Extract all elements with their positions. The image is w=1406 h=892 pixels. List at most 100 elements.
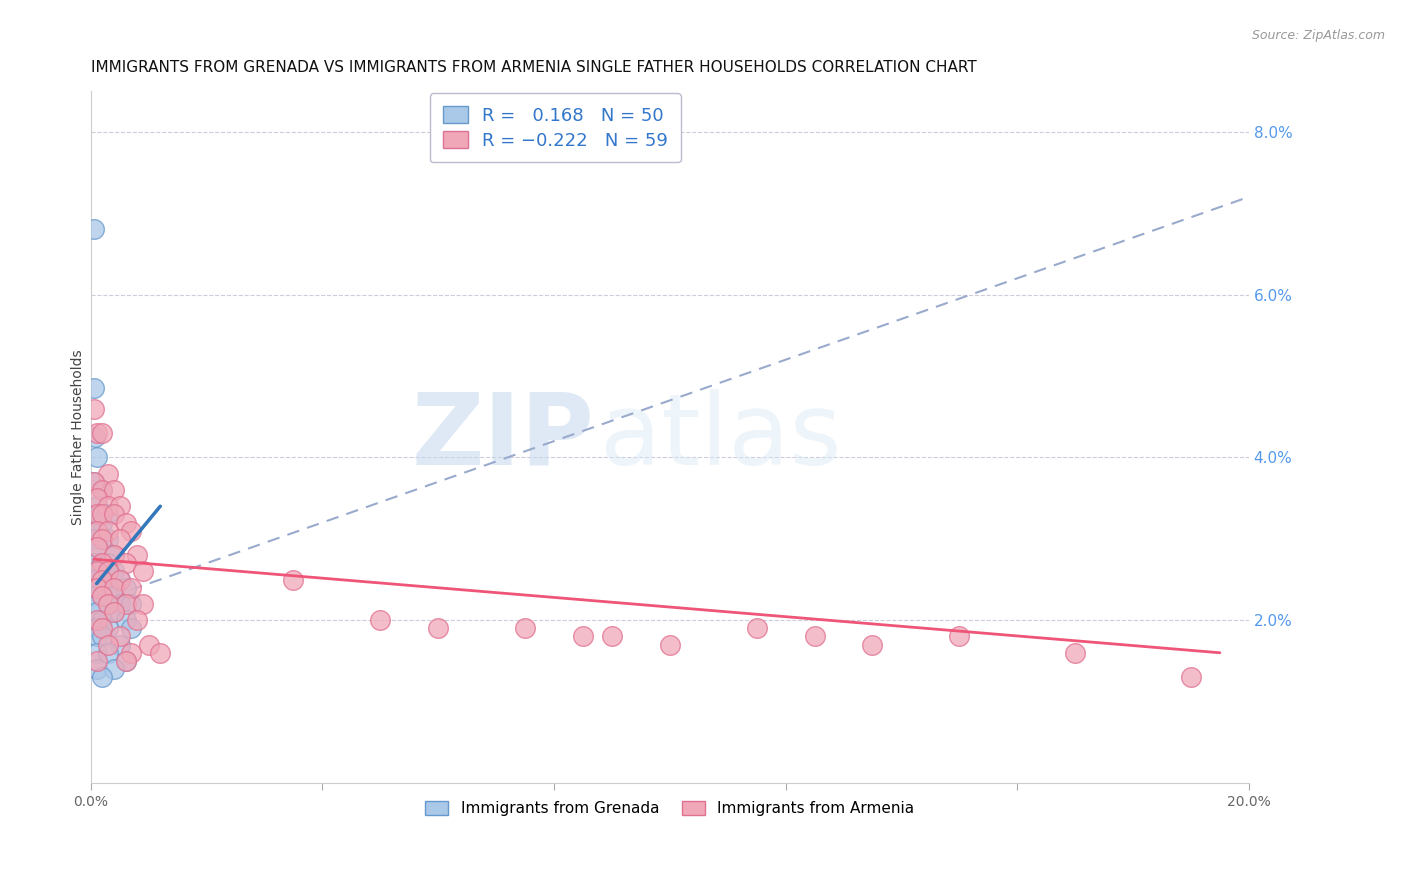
Point <box>513 621 536 635</box>
Point <box>86 450 108 465</box>
Point <box>108 573 131 587</box>
Point <box>91 573 114 587</box>
Point <box>97 500 120 514</box>
Point <box>91 613 114 627</box>
Point <box>120 621 142 635</box>
Point <box>83 222 105 236</box>
Point <box>86 662 108 676</box>
Point <box>83 475 105 489</box>
Point <box>97 565 120 579</box>
Point <box>103 662 125 676</box>
Point <box>103 581 125 595</box>
Point <box>86 491 108 505</box>
Point <box>103 548 125 562</box>
Point <box>91 483 114 497</box>
Point <box>138 638 160 652</box>
Point <box>91 630 114 644</box>
Point <box>103 565 125 579</box>
Text: ZIP: ZIP <box>412 389 595 485</box>
Point <box>114 581 136 595</box>
Point <box>91 589 114 603</box>
Point <box>132 565 155 579</box>
Y-axis label: Single Father Households: Single Father Households <box>72 350 86 524</box>
Point <box>745 621 768 635</box>
Point <box>91 556 114 570</box>
Point <box>108 630 131 644</box>
Point <box>83 475 105 489</box>
Point <box>86 508 108 522</box>
Point <box>120 581 142 595</box>
Point <box>600 630 623 644</box>
Point <box>114 654 136 668</box>
Point <box>114 654 136 668</box>
Point <box>86 654 108 668</box>
Point <box>103 605 125 619</box>
Point <box>84 430 107 444</box>
Point <box>86 500 108 514</box>
Point <box>86 621 108 635</box>
Point <box>86 565 108 579</box>
Text: atlas: atlas <box>600 389 842 485</box>
Point <box>91 556 114 570</box>
Point <box>91 670 114 684</box>
Point <box>97 556 120 570</box>
Point <box>86 605 108 619</box>
Legend: Immigrants from Grenada, Immigrants from Armenia: Immigrants from Grenada, Immigrants from… <box>418 794 922 824</box>
Point <box>120 646 142 660</box>
Point <box>83 532 105 546</box>
Point <box>97 621 120 635</box>
Point <box>83 556 105 570</box>
Point <box>83 589 105 603</box>
Point <box>86 597 108 611</box>
Point <box>120 597 142 611</box>
Point <box>91 573 114 587</box>
Point <box>572 630 595 644</box>
Point <box>91 483 114 497</box>
Point <box>89 508 111 522</box>
Point <box>114 613 136 627</box>
Point <box>1064 646 1087 660</box>
Point <box>114 516 136 530</box>
Point <box>862 638 884 652</box>
Point <box>427 621 450 635</box>
Point <box>1180 670 1202 684</box>
Point <box>108 597 131 611</box>
Point <box>86 630 108 644</box>
Point <box>368 613 391 627</box>
Point <box>97 646 120 660</box>
Point <box>97 638 120 652</box>
Point <box>103 589 125 603</box>
Point <box>97 581 120 595</box>
Point <box>127 548 149 562</box>
Point <box>86 613 108 627</box>
Point <box>86 646 108 660</box>
Point <box>86 524 108 538</box>
Point <box>91 508 114 522</box>
Point <box>86 540 108 554</box>
Point <box>83 381 105 395</box>
Point <box>97 524 120 538</box>
Point <box>108 638 131 652</box>
Point <box>97 532 120 546</box>
Point <box>83 401 105 416</box>
Text: Source: ZipAtlas.com: Source: ZipAtlas.com <box>1251 29 1385 42</box>
Point <box>97 597 120 611</box>
Point <box>91 425 114 440</box>
Point <box>97 467 120 481</box>
Point <box>948 630 970 644</box>
Point <box>149 646 172 660</box>
Point <box>114 556 136 570</box>
Point <box>86 581 108 595</box>
Text: IMMIGRANTS FROM GRENADA VS IMMIGRANTS FROM ARMENIA SINGLE FATHER HOUSEHOLDS CORR: IMMIGRANTS FROM GRENADA VS IMMIGRANTS FR… <box>91 60 977 75</box>
Point <box>103 508 125 522</box>
Point <box>86 565 108 579</box>
Point <box>91 589 114 603</box>
Point <box>83 573 105 587</box>
Point <box>803 630 825 644</box>
Point <box>91 621 114 635</box>
Point <box>103 605 125 619</box>
Point <box>108 500 131 514</box>
Point <box>91 532 114 546</box>
Point <box>91 532 114 546</box>
Point <box>86 524 108 538</box>
